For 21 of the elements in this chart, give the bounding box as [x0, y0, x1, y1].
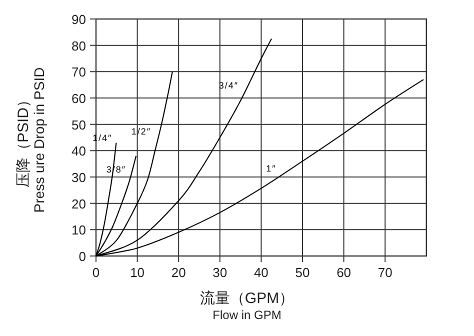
- y-tick-label: 10: [72, 222, 86, 238]
- x-tick-label: 30: [212, 265, 228, 280]
- series-label: 1″: [266, 163, 276, 174]
- y-tick-label: 90: [72, 12, 86, 27]
- y-tick-label: 50: [72, 117, 86, 132]
- x-tick-label: 70: [378, 265, 392, 280]
- y-tick-label: 0: [78, 249, 86, 264]
- x-tick-label: 50: [295, 265, 310, 280]
- y-tick-label: 60: [72, 91, 86, 106]
- y-axis-title: 压降（PSID） Press ure Drop in PSID: [15, 67, 47, 213]
- x-tick-label: 40: [254, 265, 268, 280]
- x-tick-label: 10: [130, 265, 145, 280]
- x-axis-title: 流量（GPM） Flow in GPM: [200, 290, 294, 322]
- y-tick-label: 80: [72, 38, 86, 54]
- x-tick-label: 0: [92, 265, 100, 280]
- y-tick-label: 30: [72, 170, 86, 185]
- x-tick-label: 20: [171, 265, 186, 280]
- y-tick-label: 20: [72, 196, 86, 212]
- y-tick-label: 40: [72, 144, 86, 159]
- y-tick-label: 70: [72, 64, 86, 80]
- x-tick-label: 60: [336, 265, 352, 280]
